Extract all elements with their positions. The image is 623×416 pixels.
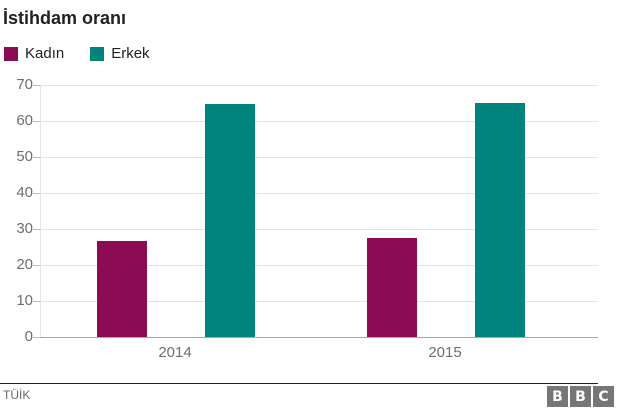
legend-label-erkek: Erkek [111, 45, 150, 62]
y-axis-label-10: 10 [16, 292, 33, 309]
legend: Kadın Erkek [4, 45, 150, 62]
bar-erkek-2015 [475, 103, 525, 337]
y-axis-label-70: 70 [16, 76, 33, 93]
gridline-30 [40, 229, 598, 230]
y-axis-label-50: 50 [16, 148, 33, 165]
chart-title: İstihdam oranı [3, 8, 127, 28]
bbc-logo-letter: B [547, 386, 568, 407]
legend-label-kadin: Kadın [25, 45, 65, 62]
bar-erkek-2014 [205, 104, 255, 337]
legend-item-erkek: Erkek [90, 45, 150, 62]
x-axis-line [40, 337, 598, 338]
legend-swatch-kadin [4, 46, 18, 61]
bbc-logo-letter: B [570, 386, 591, 407]
bbc-logo-letter: C [593, 386, 614, 407]
gridline-50 [40, 157, 598, 158]
y-axis-line [40, 85, 41, 337]
y-axis-label-0: 0 [24, 328, 33, 345]
y-tick-10 [33, 301, 40, 302]
y-tick-30 [33, 229, 40, 230]
x-axis-label-2014: 2014 [158, 344, 192, 361]
y-tick-40 [33, 193, 40, 194]
bbc-logo: B B C [547, 386, 614, 407]
y-tick-50 [33, 157, 40, 158]
legend-item-kadin: Kadın [4, 45, 64, 62]
y-axis-label-40: 40 [16, 184, 33, 201]
y-tick-60 [33, 121, 40, 122]
y-axis-label-20: 20 [16, 256, 33, 273]
footer-divider [0, 383, 598, 384]
gridline-60 [40, 121, 598, 122]
legend-swatch-erkek [90, 46, 105, 61]
gridline-10 [40, 301, 598, 302]
bar-kadın-2015 [367, 238, 417, 337]
bar-kadın-2014 [97, 241, 147, 337]
x-axis-label-2015: 2015 [428, 344, 462, 361]
y-axis-label-30: 30 [16, 220, 33, 237]
gridline-70 [40, 85, 598, 86]
y-tick-0 [33, 337, 40, 338]
y-axis-label-60: 60 [16, 112, 33, 129]
gridline-40 [40, 193, 598, 194]
gridline-20 [40, 265, 598, 266]
y-tick-70 [33, 85, 40, 86]
source-label: TÜİK [3, 388, 31, 402]
y-tick-20 [33, 265, 40, 266]
